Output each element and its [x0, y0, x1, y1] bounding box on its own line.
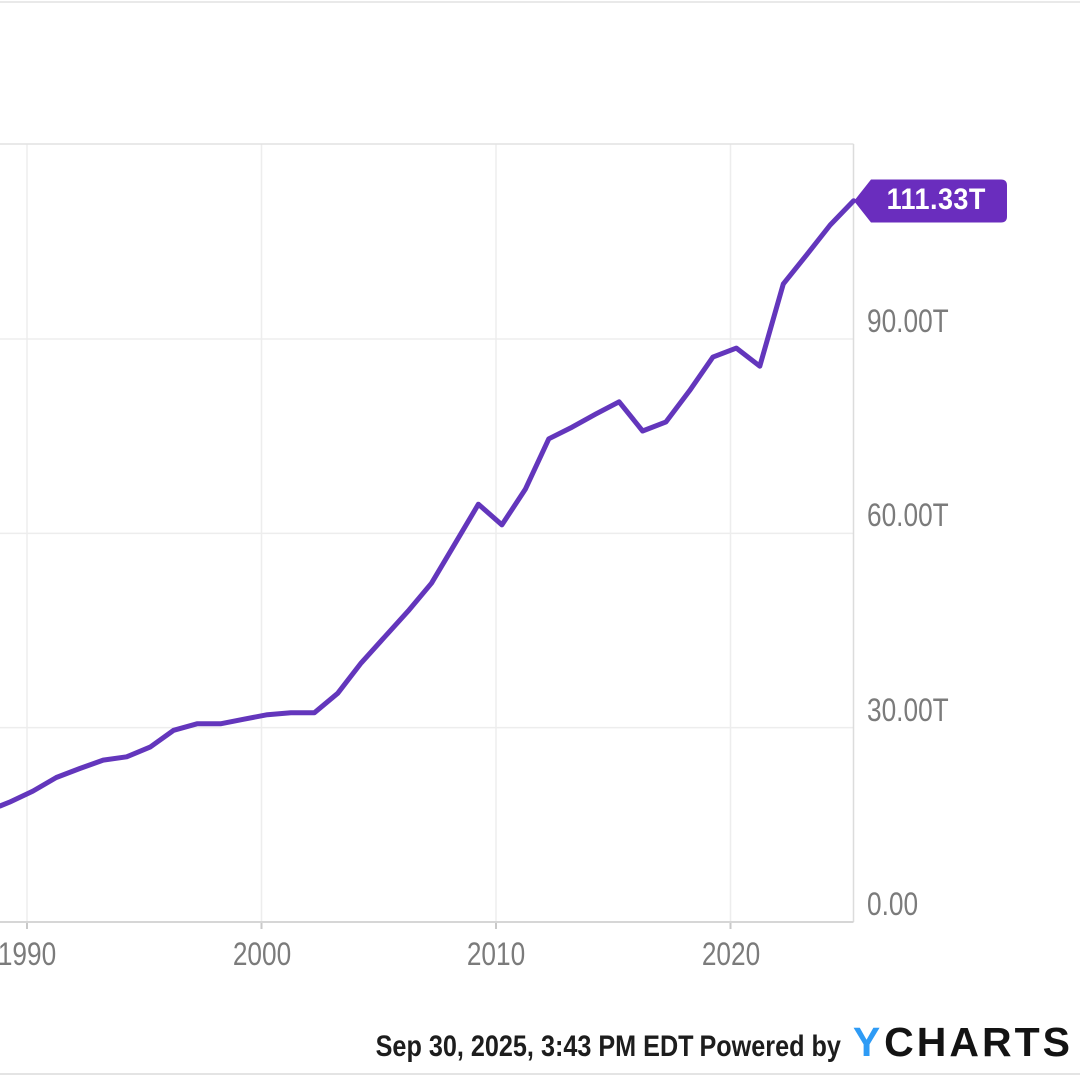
y-axis-label: 60.00T	[867, 497, 949, 534]
last-value-badge-label: 111.33T	[886, 183, 986, 216]
powered-by-label: Powered by	[699, 1030, 841, 1063]
x-axis-label: 2010	[466, 936, 526, 972]
x-axis-label: 2020	[701, 936, 760, 972]
x-axis-label: 2000	[232, 936, 291, 972]
ycharts-logo-y-icon: Y	[852, 1019, 884, 1065]
top-border-line	[0, 1, 1080, 3]
bottom-border-line	[0, 1073, 1080, 1075]
footer: Sep 30, 2025, 3:43 PM EDT Powered by YCHA…	[287, 1019, 1073, 1071]
y-axis-label: 0.00	[867, 886, 919, 922]
timestamp: Sep 30, 2025, 3:43 PM EDT	[375, 1030, 694, 1063]
ycharts-logo-text: CHARTS	[884, 1019, 1073, 1065]
last-value-badge-shape	[854, 179, 1007, 223]
series-line	[0, 198, 857, 809]
x-axis-label: 1990	[0, 936, 57, 972]
ycharts-logo[interactable]: YCHARTS	[853, 1019, 1073, 1066]
y-axis-label: 30.00T	[867, 691, 949, 728]
y-axis-label: 90.00T	[867, 303, 949, 339]
footer-meta: Sep 30, 2025, 3:43 PM EDT Powered by	[376, 1030, 841, 1064]
